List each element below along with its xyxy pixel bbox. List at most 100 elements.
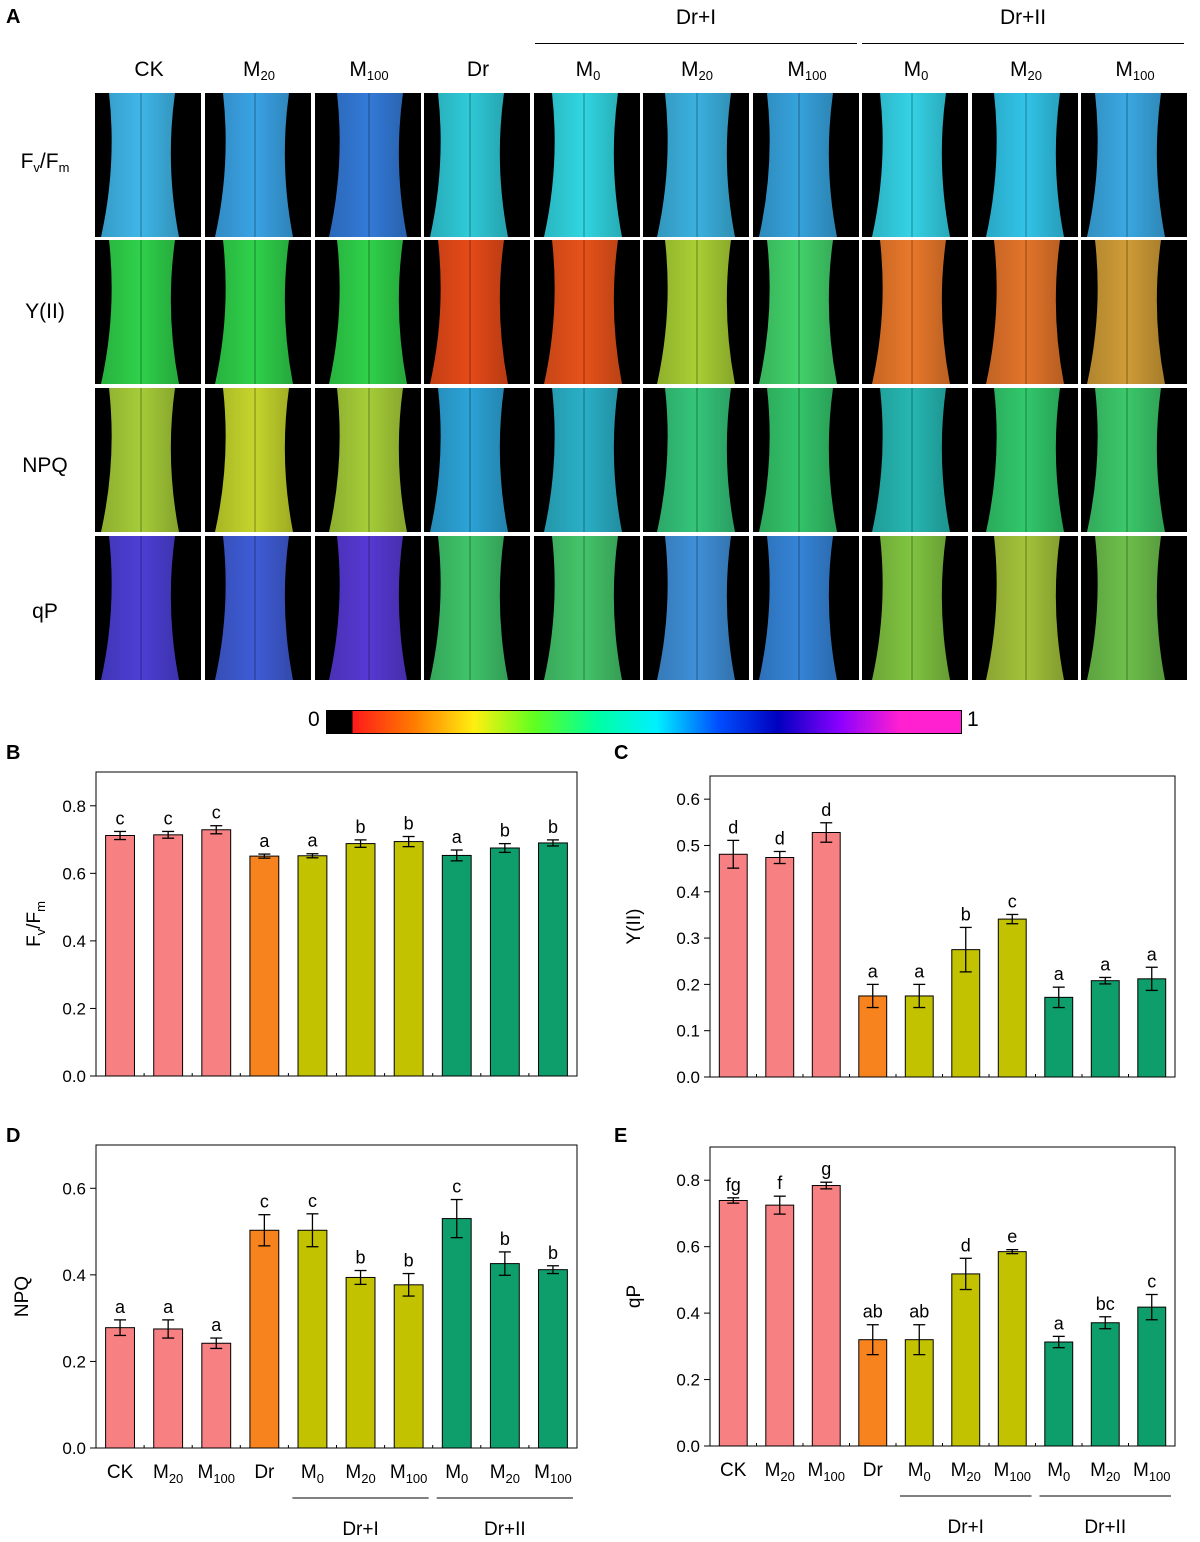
significance-letter: c xyxy=(164,808,173,828)
x-tick-label: Dr xyxy=(863,1460,884,1481)
y-tick-label: 0.1 xyxy=(676,1022,700,1041)
significance-letter: a xyxy=(1147,944,1158,964)
x-tick-label: M20 xyxy=(951,1460,981,1484)
y-tick-label: 0.4 xyxy=(62,1266,86,1285)
bar xyxy=(153,834,184,1077)
leaf-shape xyxy=(1087,240,1165,384)
group-header-dr1: Dr+I xyxy=(675,6,717,29)
bar xyxy=(345,843,376,1077)
bar xyxy=(765,857,795,1078)
fluorescence-leaf-image xyxy=(972,240,1078,384)
x-tick-label: M100 xyxy=(1133,1460,1171,1484)
bar xyxy=(441,854,472,1077)
leaf-shape xyxy=(544,93,622,237)
x-tick-label: M100 xyxy=(993,1460,1031,1484)
fluorescence-leaf-image xyxy=(534,93,640,237)
leaf-shape xyxy=(872,240,950,384)
panel-label-d: D xyxy=(6,1125,21,1147)
chart-d-npq: 0.0 0.2 0.4 0.6 NPQ a a a c c b b c b b CK M20 M100 Dr M0 M2… xyxy=(12,1144,578,1540)
leaf-shape xyxy=(215,240,293,384)
leaf-shape xyxy=(657,240,735,384)
bar xyxy=(1090,980,1120,1078)
fluorescence-leaf-image xyxy=(972,93,1078,237)
fluorescence-leaf-image xyxy=(643,93,749,237)
y-tick-label: 0.8 xyxy=(62,797,86,816)
leaf-shape xyxy=(430,93,508,237)
leaf-shape xyxy=(101,536,179,680)
significance-letter: d xyxy=(961,1235,971,1255)
bar xyxy=(718,853,748,1078)
y-tick-label: 0.2 xyxy=(62,1352,86,1371)
fluorescence-leaf-image xyxy=(95,93,201,237)
bar xyxy=(489,1263,520,1449)
bar xyxy=(201,829,232,1077)
significance-letter: a xyxy=(259,831,270,851)
y-tick-label: 0.0 xyxy=(676,1068,700,1087)
significance-letter: a xyxy=(1054,964,1065,984)
significance-letter: bc xyxy=(1096,1294,1115,1314)
column-header: M100 xyxy=(1115,58,1155,83)
x-group-label: Dr+II xyxy=(484,1519,526,1540)
leaf-shape xyxy=(544,536,622,680)
leaf-shape xyxy=(872,388,950,532)
y-tick-label: 0.3 xyxy=(676,929,700,948)
fluorescence-leaf-image xyxy=(95,240,201,384)
fluorescence-leaf-image xyxy=(862,388,968,532)
fluorescence-leaf-image xyxy=(95,536,201,680)
x-tick-label: M20 xyxy=(153,1462,183,1486)
chart-b-fvfm: 0.0 0.2 0.4 0.6 0.8 Fv/Fm c c c a a b b a b b xyxy=(24,771,578,1086)
bar xyxy=(393,841,424,1077)
y-axis-label: Y(II) xyxy=(624,909,645,945)
bar xyxy=(105,1327,135,1449)
fluorescence-leaf-image xyxy=(862,93,968,237)
row-label-qp: qP xyxy=(32,600,58,623)
significance-letter: b xyxy=(356,817,366,837)
x-tick-label: M100 xyxy=(534,1462,572,1486)
x-tick-label: M100 xyxy=(807,1460,845,1484)
y-axis-label: qP xyxy=(624,1285,645,1308)
leaf-shape xyxy=(430,240,508,384)
chart-c-yii: 0.0 0.1 0.2 0.3 0.4 0.5 0.6 Y(II) d d d a a b c a a a xyxy=(624,775,1176,1087)
fluorescence-leaf-image xyxy=(643,388,749,532)
fluorescence-leaf-image xyxy=(534,388,640,532)
significance-letter: ab xyxy=(909,1302,929,1322)
significance-letter: b xyxy=(356,1248,366,1268)
significance-letter: b xyxy=(548,817,558,837)
x-tick-label: M0 xyxy=(445,1462,468,1486)
leaf-shape xyxy=(215,536,293,680)
x-tick-label: M0 xyxy=(301,1462,324,1486)
significance-letter: a xyxy=(163,1297,174,1317)
y-axis-label: NPQ xyxy=(12,1276,33,1317)
column-header: M20 xyxy=(681,58,713,83)
significance-letter: c xyxy=(452,1177,461,1197)
significance-letter: d xyxy=(775,828,785,848)
y-tick-label: 0.0 xyxy=(62,1439,86,1458)
column-header: CK xyxy=(134,58,164,81)
y-tick-label: 0.6 xyxy=(676,790,700,809)
panel-label-c: C xyxy=(614,742,629,764)
bar xyxy=(1044,1341,1074,1447)
leaf-shape xyxy=(544,388,622,532)
row-label-npq: NPQ xyxy=(22,454,68,477)
y-tick-label: 0.6 xyxy=(676,1238,700,1257)
fluorescence-leaf-image xyxy=(315,388,421,532)
bar xyxy=(249,1229,280,1449)
leaf-shape xyxy=(986,93,1064,237)
fluorescence-leaf-image xyxy=(534,536,640,680)
bar xyxy=(297,1229,328,1449)
significance-letter: b xyxy=(500,821,510,841)
colorbar-max-label: 1 xyxy=(967,708,979,731)
x-group-label: Dr+I xyxy=(948,1517,984,1538)
y-tick-label: 0.4 xyxy=(676,1304,700,1323)
leaf-shape xyxy=(430,536,508,680)
bar xyxy=(858,1339,888,1447)
bar xyxy=(105,835,135,1077)
column-header: M100 xyxy=(349,58,389,83)
bar xyxy=(904,995,934,1078)
fluorescence-leaf-image xyxy=(753,93,859,237)
leaf-shape xyxy=(430,388,508,532)
leaf-shape xyxy=(101,93,179,237)
significance-letter: a xyxy=(1100,954,1111,974)
fluorescence-leaf-image xyxy=(1081,240,1187,384)
y-tick-label: 0.8 xyxy=(676,1171,700,1190)
